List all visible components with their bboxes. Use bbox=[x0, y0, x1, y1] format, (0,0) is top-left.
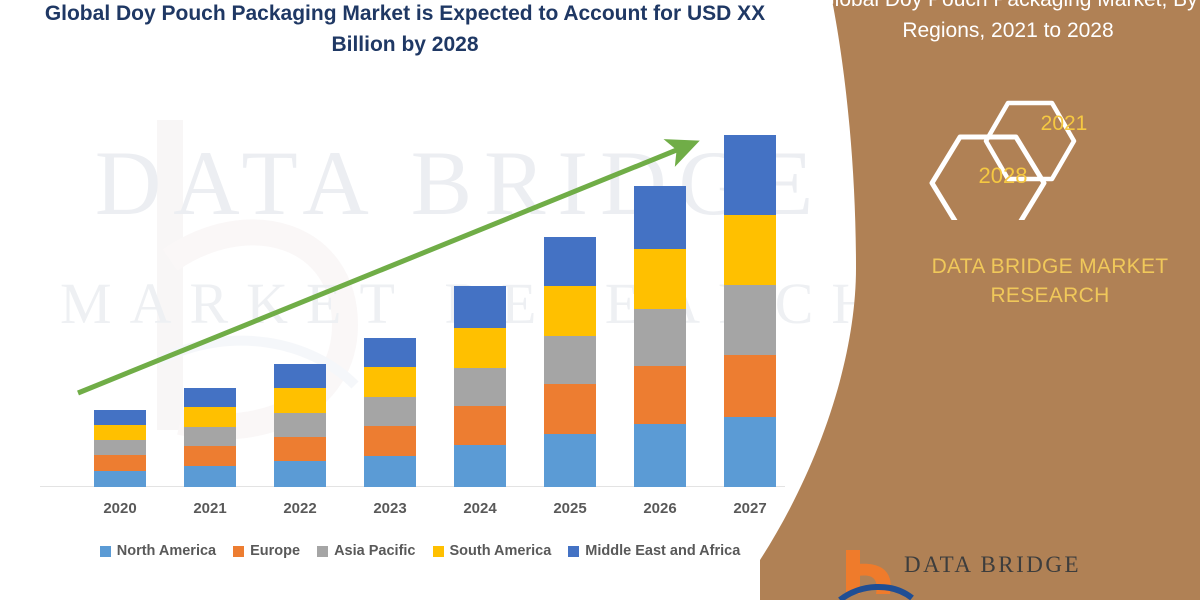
bar-2021 bbox=[184, 388, 236, 487]
bar-segment-europe bbox=[274, 437, 326, 461]
bar-segment-europe bbox=[544, 384, 596, 434]
hexagon-outline-icon bbox=[929, 100, 1077, 220]
bar-segment-north-america bbox=[184, 466, 236, 487]
legend-label: South America bbox=[449, 543, 552, 559]
stacked-bar-plot bbox=[40, 95, 800, 487]
bar-2020 bbox=[94, 410, 146, 487]
bar-segment-north-america bbox=[274, 461, 326, 487]
bar-segment-asia-pacific bbox=[94, 440, 146, 455]
bar-segment-asia-pacific bbox=[364, 397, 416, 426]
hexagon-end-year: 2028 bbox=[978, 163, 1028, 188]
bar-segment-europe bbox=[724, 355, 776, 417]
bar-segment-europe bbox=[94, 455, 146, 471]
chart-legend: North America Europe Asia Pacific South Ame… bbox=[40, 538, 800, 564]
bar-segment-north-america bbox=[454, 445, 506, 487]
legend-swatch-icon bbox=[432, 545, 444, 557]
legend-swatch-icon bbox=[317, 545, 329, 557]
bar-segment-south-america bbox=[94, 425, 146, 440]
x-axis-label-2025: 2025 bbox=[553, 500, 587, 517]
bar-2026 bbox=[634, 186, 686, 487]
x-axis-label-2022: 2022 bbox=[283, 500, 317, 517]
x-axis-label-2027: 2027 bbox=[733, 500, 767, 517]
bar-segment-south-america bbox=[274, 388, 326, 413]
year-hexagons: 2021 2028 bbox=[920, 95, 1120, 220]
bar-segment-asia-pacific bbox=[634, 309, 686, 366]
legend-item-middle-east-and-africa[interactable]: Middle East and Africa bbox=[568, 543, 740, 559]
legend-item-europe[interactable]: Europe bbox=[233, 543, 300, 559]
bar-segment-south-america bbox=[724, 215, 776, 285]
bar-2024 bbox=[454, 286, 506, 487]
bar-segment-middle-east-and-africa bbox=[184, 388, 236, 407]
legend-label: North America bbox=[116, 543, 217, 559]
bar-segment-europe bbox=[364, 426, 416, 456]
x-axis-label-2026: 2026 bbox=[643, 500, 677, 517]
legend-item-south-america[interactable]: South America bbox=[432, 543, 552, 559]
x-axis-label-2021: 2021 bbox=[193, 500, 227, 517]
bar-segment-south-america bbox=[184, 407, 236, 427]
legend-item-north-america[interactable]: North America bbox=[99, 543, 217, 559]
legend-item-asia-pacific[interactable]: Asia Pacific bbox=[317, 543, 416, 559]
bar-segment-north-america bbox=[544, 434, 596, 487]
x-axis-label-2023: 2023 bbox=[373, 500, 407, 517]
bar-2023 bbox=[364, 338, 416, 487]
bar-2022 bbox=[274, 364, 326, 487]
bar-segment-asia-pacific bbox=[454, 368, 506, 406]
logo-mark-icon bbox=[838, 550, 914, 600]
brand-panel bbox=[760, 0, 1200, 600]
legend-swatch-icon bbox=[99, 545, 111, 557]
legend-swatch-icon bbox=[233, 545, 245, 557]
bar-segment-south-america bbox=[634, 249, 686, 309]
x-axis-label-2024: 2024 bbox=[463, 500, 497, 517]
bar-segment-south-america bbox=[454, 328, 506, 368]
bar-segment-asia-pacific bbox=[184, 427, 236, 446]
bar-segment-middle-east-and-africa bbox=[454, 286, 506, 328]
x-axis-label-2020: 2020 bbox=[103, 500, 137, 517]
x-axis-labels: 2020 2021 2022 2023 2024 2025 2026 2027 bbox=[40, 498, 800, 524]
chart-panel: DATA BRIDGE MARKET RESEARCH Global Doy P… bbox=[40, 2, 860, 564]
bar-segment-asia-pacific bbox=[544, 336, 596, 384]
bar-segment-north-america bbox=[364, 456, 416, 487]
brand-heading: Global Doy Pouch Packaging Market, By Re… bbox=[818, 0, 1197, 42]
legend-label: Asia Pacific bbox=[334, 543, 416, 559]
bar-segment-asia-pacific bbox=[724, 285, 776, 355]
bar-segment-north-america bbox=[94, 471, 146, 487]
bar-segment-middle-east-and-africa bbox=[364, 338, 416, 367]
logo-wordmark: DATA BRIDGE bbox=[904, 552, 1082, 577]
bar-segment-middle-east-and-africa bbox=[94, 410, 146, 425]
bar-segment-north-america bbox=[724, 417, 776, 487]
data-bridge-logo: DATA BRIDGE bbox=[838, 548, 1098, 600]
bar-segment-middle-east-and-africa bbox=[724, 135, 776, 215]
bar-segment-middle-east-and-africa bbox=[634, 186, 686, 249]
bar-2025 bbox=[544, 237, 596, 487]
company-name: DATA BRIDGE MARKET RESEARCH bbox=[931, 255, 1169, 307]
bar-segment-middle-east-and-africa bbox=[274, 364, 326, 388]
legend-label: Middle East and Africa bbox=[585, 543, 741, 559]
bar-segment-europe bbox=[184, 446, 236, 466]
hexagon-start-year: 2021 bbox=[1040, 112, 1088, 135]
bar-segment-europe bbox=[634, 366, 686, 424]
bar-2027 bbox=[724, 135, 776, 487]
bar-segment-north-america bbox=[634, 424, 686, 487]
legend-label: Europe bbox=[250, 543, 301, 559]
bar-segment-south-america bbox=[544, 286, 596, 336]
bar-segment-europe bbox=[454, 406, 506, 445]
bar-segment-middle-east-and-africa bbox=[544, 237, 596, 286]
page-title: Global Doy Pouch Packaging Market is Exp… bbox=[44, 2, 766, 56]
bar-segment-asia-pacific bbox=[274, 413, 326, 437]
legend-swatch-icon bbox=[568, 545, 580, 557]
bar-segment-south-america bbox=[364, 367, 416, 397]
brand-panel-shape bbox=[760, 0, 1200, 600]
